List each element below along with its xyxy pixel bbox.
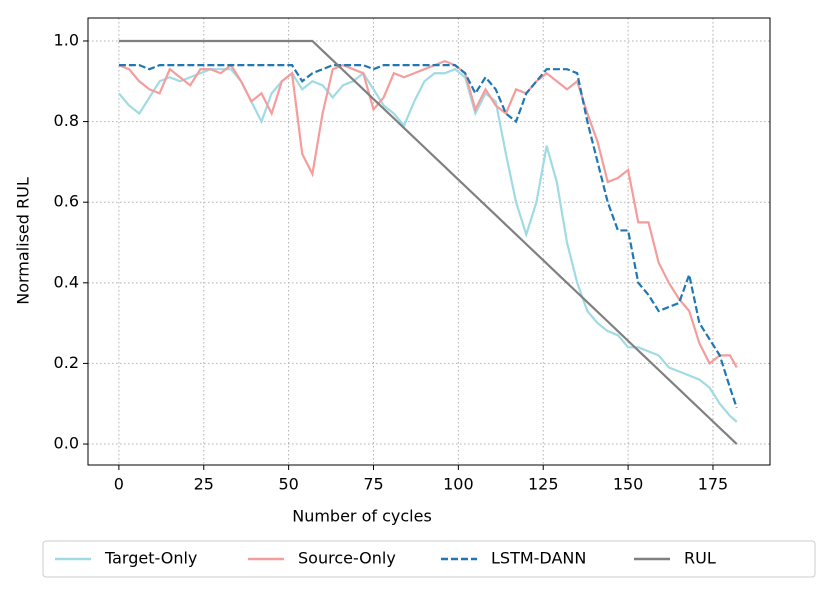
data-line — [118, 64, 738, 409]
legend-box — [42, 540, 816, 578]
y-tick-label: 0.4 — [54, 272, 79, 291]
x-tick-label: 75 — [363, 475, 383, 494]
x-tick-label: 50 — [278, 475, 298, 494]
y-tick-label: 0.6 — [54, 192, 79, 211]
data-line — [118, 59, 738, 368]
data-line — [118, 39, 738, 445]
y-tick-label: 0.2 — [54, 353, 79, 372]
y-tick-label: 0.0 — [54, 434, 79, 453]
x-tick-label: 175 — [698, 475, 729, 494]
x-tick-label: 100 — [443, 475, 474, 494]
legend-label: LSTM-DANN — [491, 549, 586, 568]
legend-label: RUL — [684, 549, 716, 568]
y-axis-label: Normalised RUL — [14, 177, 33, 305]
x-axis-label: Number of cycles — [292, 507, 432, 526]
plot-frame — [87, 17, 771, 466]
y-tick-label: 0.8 — [54, 111, 79, 130]
x-tick-label: 150 — [613, 475, 644, 494]
y-tick-label: 1.0 — [54, 30, 79, 49]
data-line — [118, 67, 738, 423]
x-tick-label: 125 — [528, 475, 559, 494]
x-tick-label: 25 — [194, 475, 214, 494]
x-tick-label: 0 — [114, 475, 124, 494]
legend-label: Target-Only — [104, 549, 197, 568]
legend-label: Source-Only — [298, 549, 396, 568]
